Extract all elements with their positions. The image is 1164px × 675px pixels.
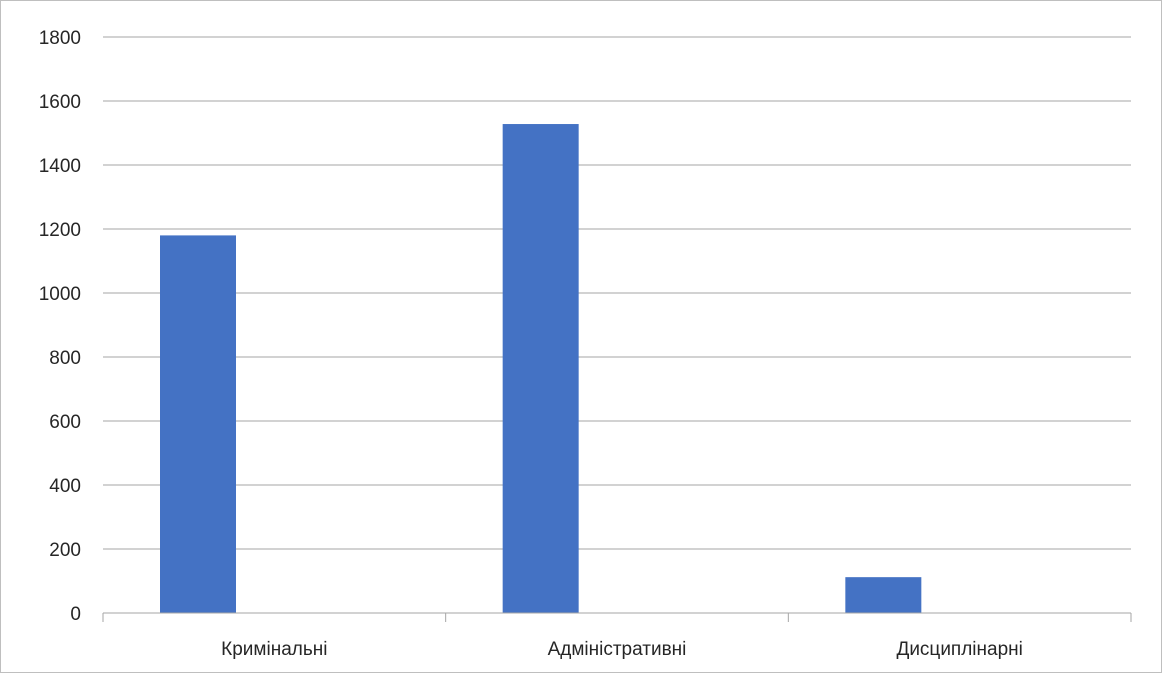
y-tick-label: 0 [70, 604, 81, 625]
y-tick-label: 1400 [39, 156, 81, 177]
y-tick-label: 1800 [39, 28, 81, 49]
axes [102, 612, 1132, 622]
x-category-label: Кримінальні [221, 639, 327, 660]
gridlines [103, 36, 1131, 550]
bars [160, 124, 922, 613]
y-tick-label: 800 [49, 348, 81, 369]
y-tick-label: 1600 [39, 92, 81, 113]
bar-1-2 [502, 124, 579, 613]
y-tick-label: 200 [49, 540, 81, 561]
y-tick-label: 400 [49, 476, 81, 497]
y-tick-label: 1000 [39, 284, 81, 305]
x-category-label: Дисциплінарні [896, 639, 1022, 660]
bar-1-1 [160, 235, 236, 613]
y-tick-label: 1200 [39, 220, 81, 241]
labels: 0 200 400 600 800 1000 1200 1400 1600 1800 Криміна… [39, 28, 1023, 660]
bar-1-3 [845, 577, 922, 613]
y-tick-label: 600 [49, 412, 81, 433]
x-category-label: Адміністративні [548, 639, 687, 660]
